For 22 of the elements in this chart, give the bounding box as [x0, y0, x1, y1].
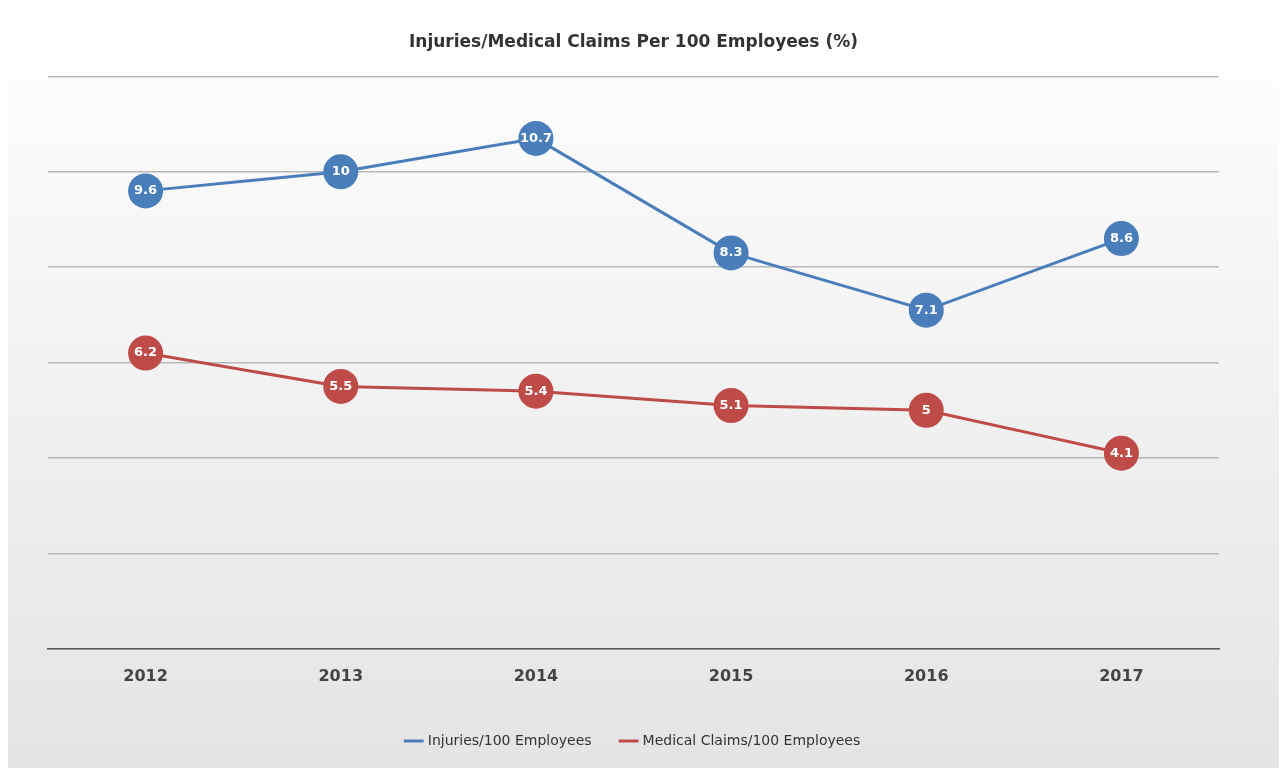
data-label: 8.3	[719, 244, 743, 260]
data-label: 5	[921, 401, 931, 417]
point	[908, 392, 944, 428]
data-label: 5.5	[329, 377, 353, 393]
data-label: 5.1	[719, 396, 743, 412]
data-label: 4.1	[1109, 444, 1133, 460]
data-label: 5.4	[524, 382, 548, 398]
chart-title: Injuries/Medical Claims Per 100 Employees (%)	[409, 30, 858, 51]
data-label: 10.7	[519, 129, 552, 145]
x-tick-label: 2014	[513, 665, 559, 685]
data-label: 8.6	[1109, 229, 1133, 245]
x-tick-label: 2016	[903, 665, 949, 685]
data-label: 10	[331, 163, 350, 179]
data-label: 9.6	[134, 182, 158, 198]
legend-label: Medical Claims/100 Employees	[642, 731, 861, 748]
data-label: 6.2	[134, 344, 158, 360]
data-label: 7.1	[914, 301, 938, 317]
x-tick-label: 2015	[708, 665, 754, 685]
x-tick-label: 2012	[123, 665, 168, 685]
x-tick-label: 2017	[1099, 665, 1144, 685]
legend-label: Injuries/100 Employees	[427, 731, 592, 748]
x-tick-label: 2013	[318, 665, 364, 685]
